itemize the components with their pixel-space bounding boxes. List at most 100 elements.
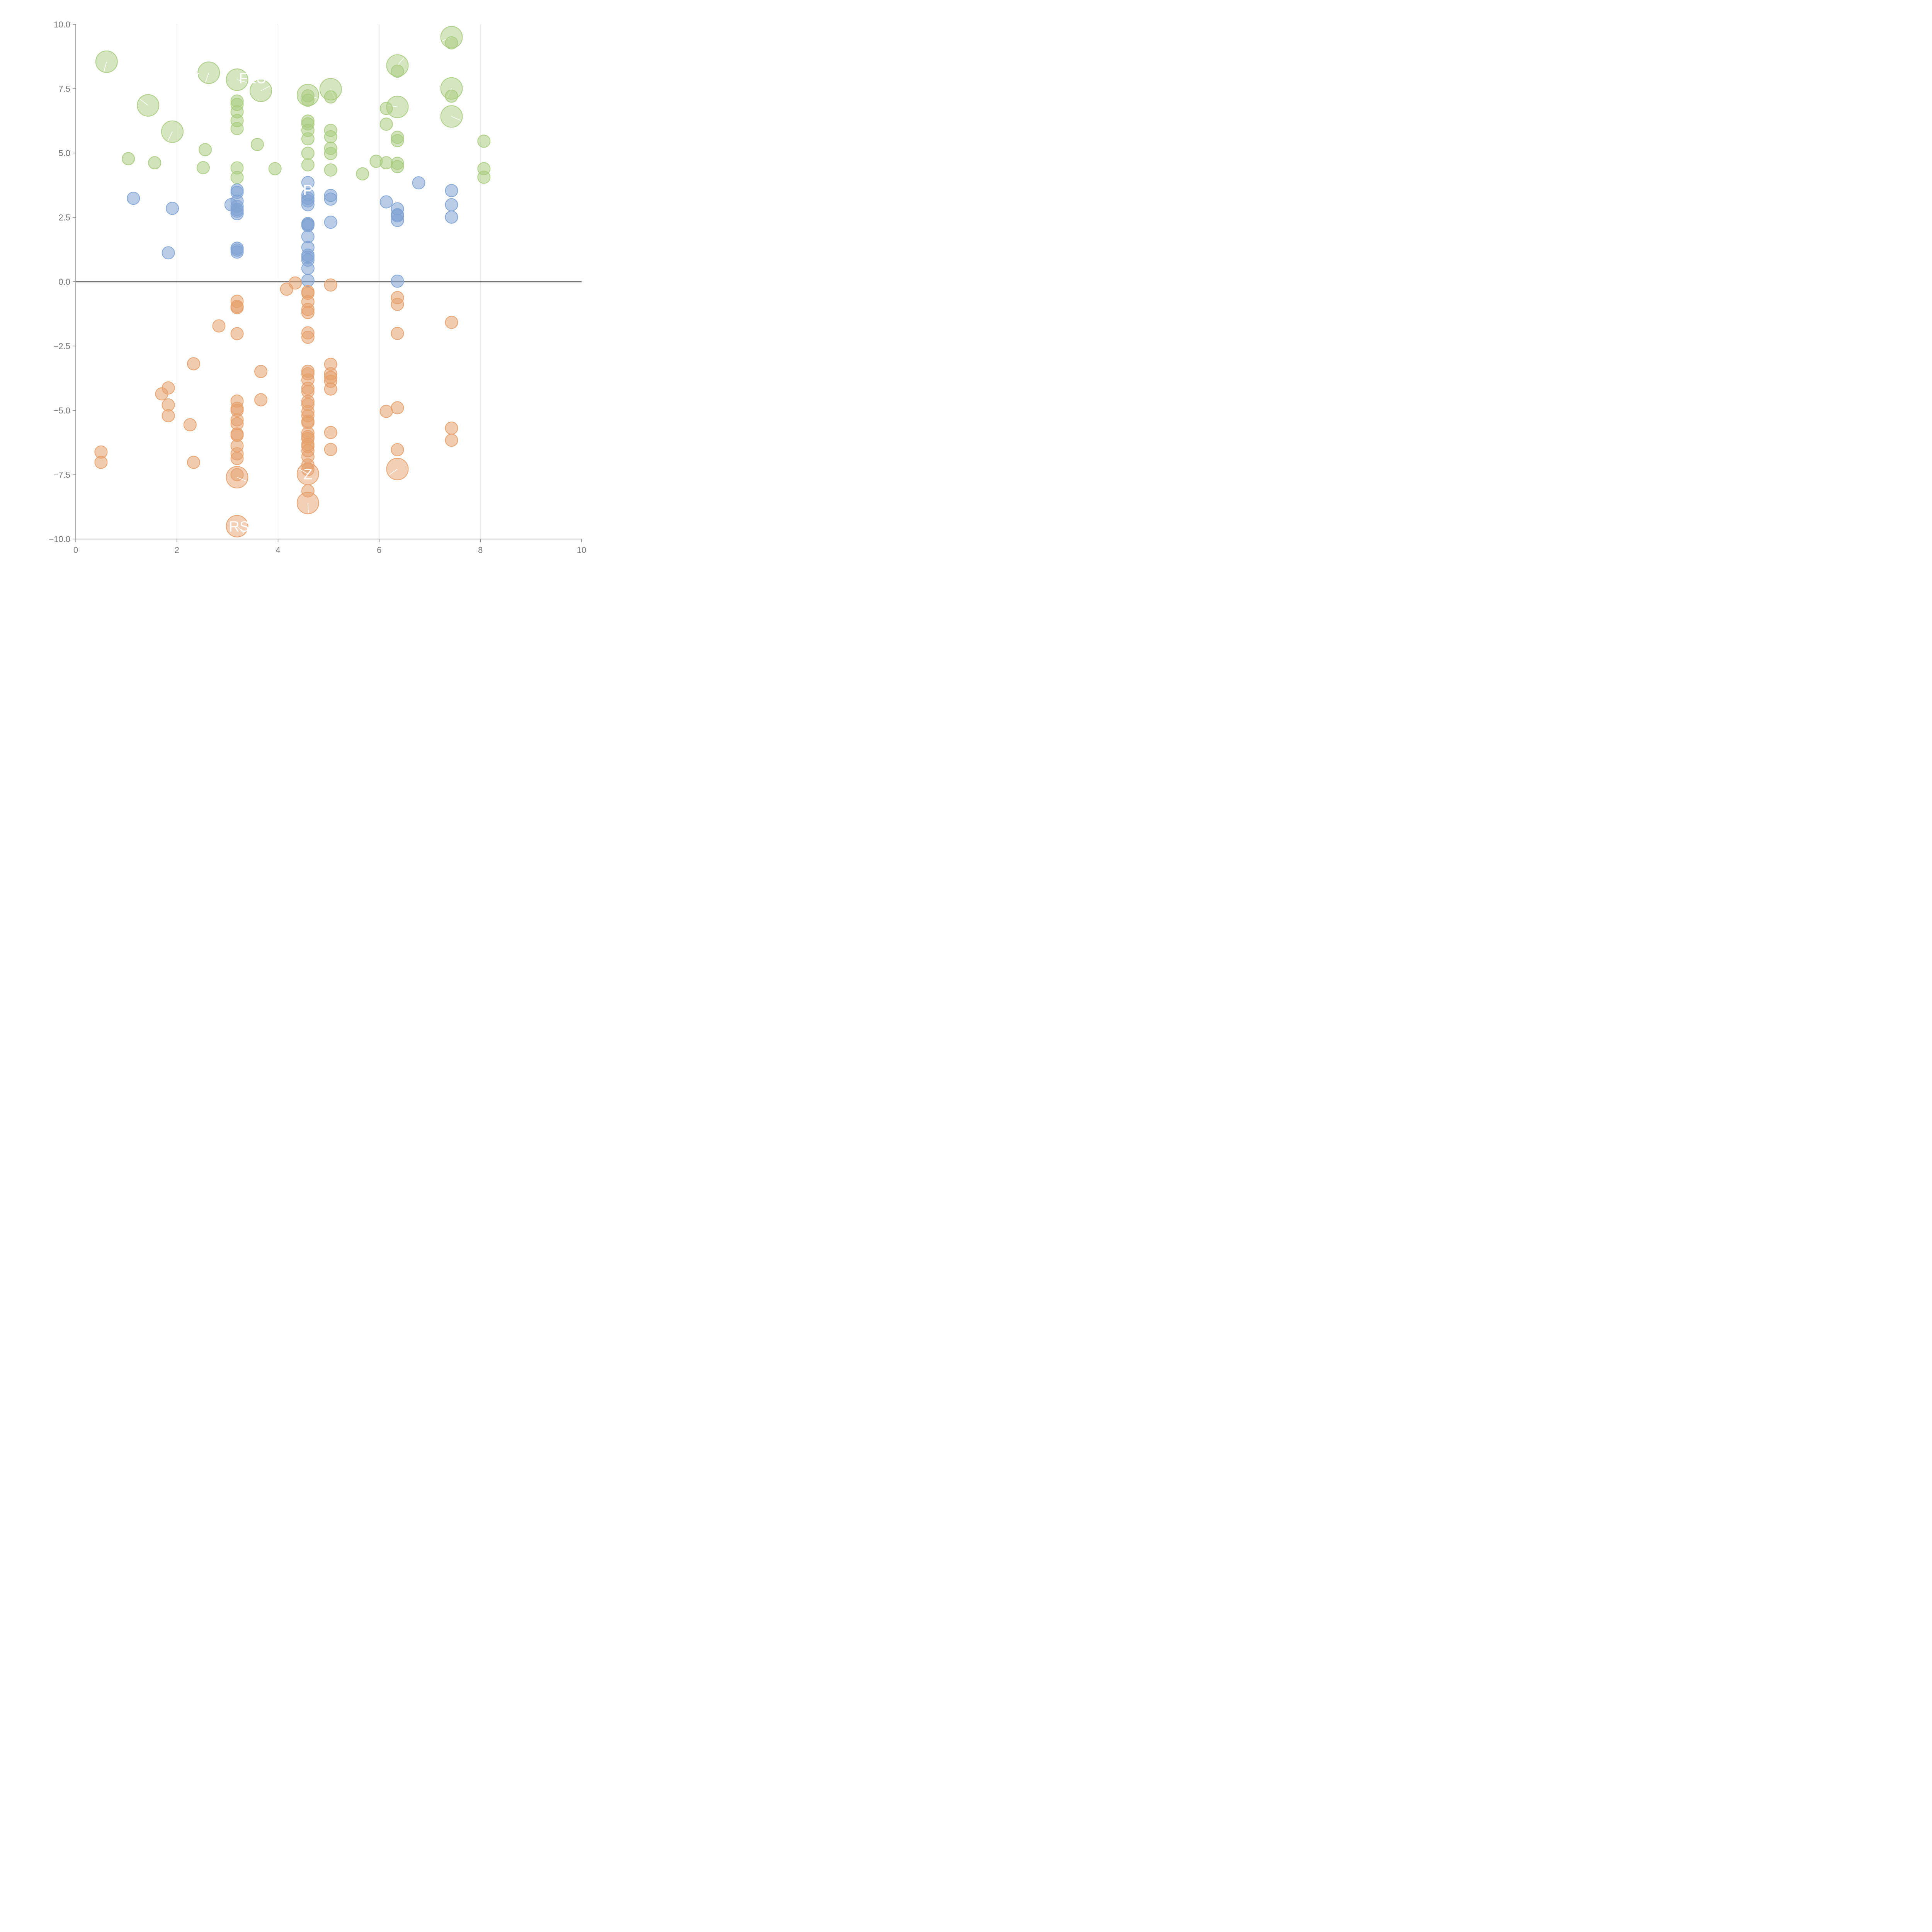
green-bubble [324,90,337,104]
green-bubble [379,156,393,170]
blue-bubble [166,202,179,215]
orange-bubble [391,443,404,456]
green-bubble [391,65,404,78]
orange-bubble [301,306,315,319]
green-bubble [268,162,282,175]
green-bubble [445,36,458,49]
y-tick-label: −7.5 [54,470,70,480]
orange-bubble [324,382,337,396]
orange-bubble [187,456,200,469]
bubble-label: Z [303,467,312,483]
bubble-label: RS [229,519,249,535]
orange-bubble [324,278,337,292]
green-bubble [477,170,491,184]
green-bubble [477,134,491,148]
orange-bubble [445,434,458,447]
orange-bubble [301,330,315,344]
green-bubble [324,130,337,144]
blue-bubble [445,198,458,211]
blue-bubble [324,192,337,206]
x-tick-label: 6 [377,545,381,555]
green-bubble [324,163,337,177]
blue-bubble [127,192,140,205]
label-leader-line [237,79,247,83]
orange-bubble [391,401,404,415]
x-tick-label: 10 [577,545,586,555]
green-bubble [196,161,210,174]
blue-bubble [230,207,244,221]
orange-bubble [324,443,337,456]
orange-bubble [94,456,108,469]
label-leader-line [451,116,461,121]
orange-bubble [162,409,175,422]
y-tick-label: 2.5 [58,213,70,223]
bubble-labels: K FLU P Z RS [190,71,313,535]
y-tick-label: 0.0 [58,277,70,287]
blue-bubble [301,262,315,275]
blue-bubble [445,184,458,197]
orange-bubble [183,418,197,432]
green-bubble [230,171,244,184]
label-leader-line [205,72,209,82]
label-leader-line [389,469,398,475]
blue-bubble [324,216,337,229]
y-tick-label: 10.0 [54,20,70,29]
blue-bubble [301,274,315,287]
label-leader-line [140,99,148,106]
blue-bubble [162,246,175,260]
blue-bubble [412,176,425,190]
x-tick-label: 0 [73,545,78,555]
green-bubble [301,158,315,172]
orange-bubble [162,381,175,395]
orange-bubble [379,405,393,418]
y-tick-label: −2.5 [54,342,70,351]
blue-bubble [301,219,315,232]
green-bubble [391,160,404,173]
green-bubble [148,156,162,170]
blue-bubble [379,195,393,209]
scatter-plot: 0 2 4 6 8 10 10.0 7.5 5.0 2.5 0.0 −2.5 −5.0 −7.5 −10.0… [49,20,586,555]
label-leader-line [397,57,404,66]
green-bubble [379,117,393,131]
green-bubble [356,167,369,180]
bubble-label: K [190,71,200,87]
y-tick-label: 5.0 [58,148,70,158]
x-tick-label: 2 [175,545,179,555]
x-tick-label: 4 [276,545,280,555]
label-leader-line [237,477,247,481]
orange-bubble [391,298,404,311]
green-bubble [301,146,315,160]
bubble-label: FLU [239,71,267,87]
orange-bubble [254,365,268,378]
green-bubble [445,89,458,103]
orange-bubble [212,319,226,333]
bubbles [94,26,491,537]
orange-bubble [230,452,244,465]
label-leader-line [260,86,270,91]
orange-bubble [187,357,200,371]
green-bubble [230,122,244,135]
green-bubble [301,132,315,146]
label-leader-line [308,503,309,513]
orange-bubble [445,316,458,329]
green-bubble [199,143,212,156]
orange-bubble [289,276,302,290]
orange-bubble [254,393,268,406]
label-leader-line [104,61,107,71]
label-leader-line [237,526,244,534]
green-bubble [379,102,393,115]
label-leader-line [168,131,173,141]
blue-bubble [391,274,404,288]
orange-bubble [324,426,337,439]
green-bubble [250,138,264,151]
bubble-label: P [303,182,313,199]
blue-bubble [445,210,458,224]
green-bubble [391,134,404,148]
label-leader-line [299,469,308,474]
y-tick-label: 7.5 [58,84,70,94]
y-tick-label: −5.0 [54,406,70,415]
orange-bubble [230,301,244,315]
green-bubble [301,94,315,107]
blue-bubble [301,198,315,211]
green-bubble [122,152,135,165]
